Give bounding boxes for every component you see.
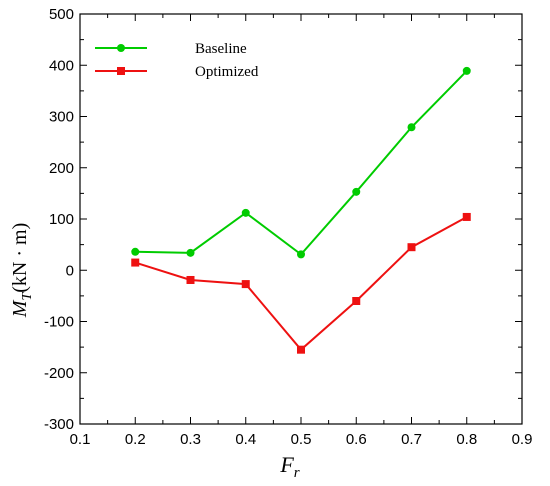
- y-axis-title-main: M: [9, 299, 31, 318]
- legend-label-baseline: Baseline: [195, 41, 247, 57]
- x-tick-label: 0.3: [180, 431, 201, 448]
- data-point-baseline: [186, 248, 195, 257]
- x-axis-title: Fr: [279, 452, 299, 481]
- legend-marker-optimized: [117, 67, 125, 75]
- y-tick-label: -100: [44, 314, 74, 331]
- y-tick-label: 500: [49, 6, 74, 23]
- y-axis-title: MT(kN · m): [9, 223, 35, 318]
- series-line-baseline: [135, 70, 468, 256]
- data-point-optimized: [407, 243, 416, 252]
- y-axis-title-unit: (kN · m): [9, 223, 31, 293]
- plot-frame: [79, 13, 523, 425]
- data-point-baseline: [297, 250, 305, 259]
- y-axis-title-sub: T: [20, 292, 35, 301]
- x-tick-label: 0.6: [346, 431, 367, 448]
- x-tick-label: 0.8: [456, 431, 477, 448]
- x-tick-label: 0.9: [512, 431, 533, 448]
- y-tick-label: 100: [49, 211, 74, 228]
- data-point-optimized: [241, 280, 250, 289]
- y-tick-label: -300: [44, 416, 74, 433]
- x-tick-label: 0.4: [235, 431, 256, 448]
- legend-marker-baseline: [117, 44, 125, 52]
- y-tick-label: 200: [49, 160, 74, 177]
- x-tick-label: 0.7: [401, 431, 422, 448]
- x-tick-label: 0.5: [291, 431, 312, 448]
- data-point-baseline: [407, 123, 416, 132]
- data-point-optimized: [131, 258, 140, 267]
- data-point-optimized: [462, 212, 471, 221]
- legend-label-optimized: Optimized: [195, 64, 259, 80]
- x-axis-title-main: F: [279, 452, 294, 477]
- data-point-optimized: [297, 345, 305, 354]
- y-tick-label: 0: [66, 262, 74, 279]
- data-point-baseline: [131, 247, 140, 256]
- data-point-baseline: [462, 66, 471, 75]
- legend: Baseline Optimized: [95, 41, 259, 80]
- x-axis-title-sub: r: [294, 465, 300, 481]
- y-tick-label: 300: [49, 109, 74, 126]
- y-tick-label: -200: [44, 365, 74, 382]
- data-point-optimized: [352, 297, 361, 305]
- x-tick-label: 0.1: [70, 431, 91, 448]
- data-point-baseline: [241, 208, 250, 217]
- x-tick-label: 0.2: [125, 431, 146, 448]
- y-tick-label: 400: [49, 57, 74, 74]
- data-point-optimized: [186, 275, 195, 284]
- series-line-optimized: [134, 216, 468, 352]
- data-point-baseline: [352, 187, 361, 196]
